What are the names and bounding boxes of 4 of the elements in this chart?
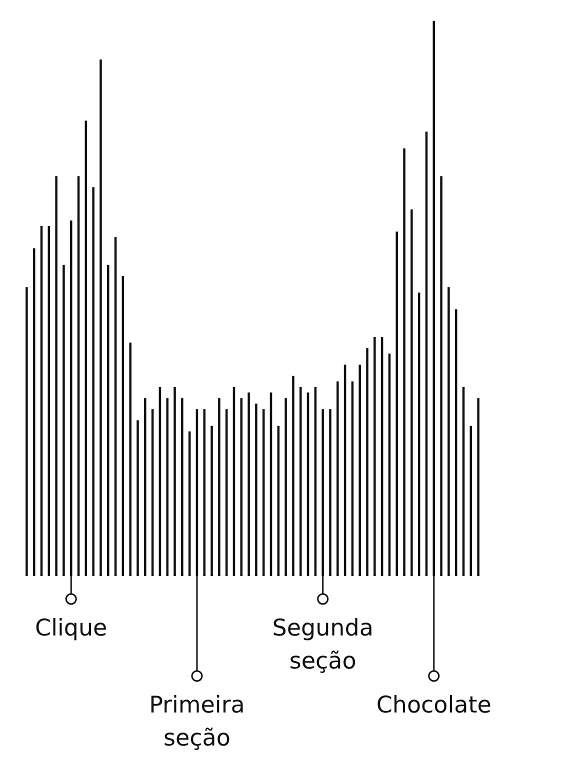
x-tick-label: Chocolate	[376, 692, 492, 718]
x-tick-label: Primeira seção	[149, 692, 245, 752]
x-tick-label: Segunda seção	[272, 615, 374, 674]
x-tick-label: Clique	[35, 615, 108, 642]
